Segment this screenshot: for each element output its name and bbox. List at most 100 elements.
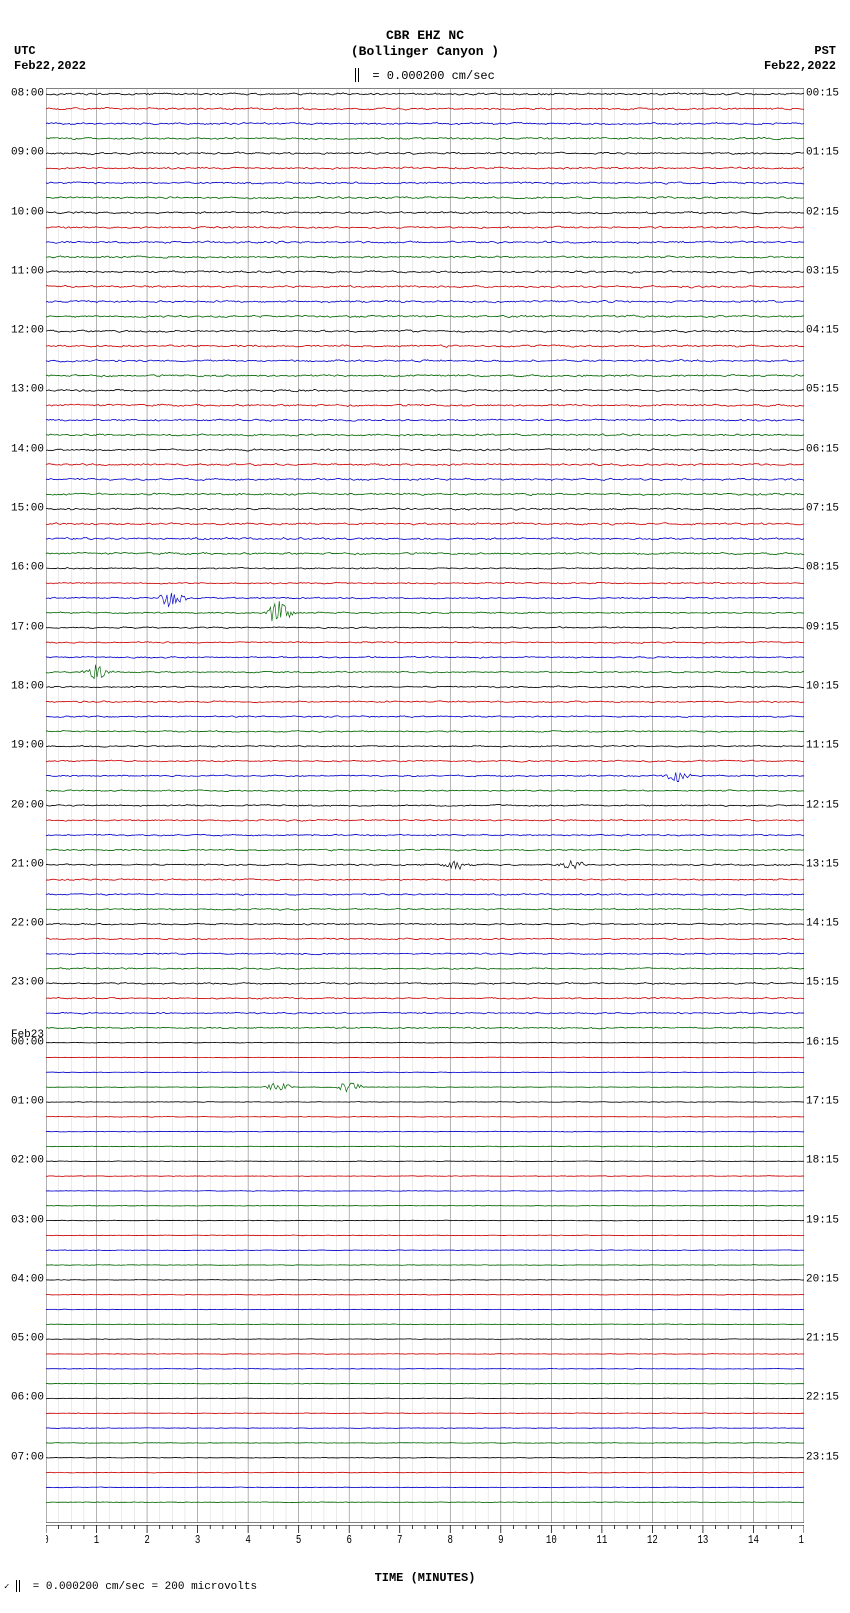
trace-line — [46, 1472, 804, 1473]
trace-line — [46, 1354, 804, 1355]
trace-line — [46, 1324, 804, 1325]
trace-line — [46, 1102, 804, 1103]
utc-label: 20:00 — [0, 800, 44, 811]
pst-label: 18:15 — [806, 1156, 850, 1167]
pst-label: 04:15 — [806, 326, 850, 337]
utc-label: 23:00 — [0, 978, 44, 989]
tl-zone: UTC — [14, 44, 86, 59]
utc-label: 07:00 — [0, 1452, 44, 1463]
utc-label: 09:00 — [0, 148, 44, 159]
utc-label: 14:00 — [0, 444, 44, 455]
utc-label: 18:00 — [0, 681, 44, 692]
svg-text:5: 5 — [296, 1534, 301, 1545]
pst-label: 02:15 — [806, 207, 850, 218]
station-code: CBR EHZ NC — [0, 28, 850, 44]
tr-zone: PST — [764, 44, 836, 59]
helicorder-svg — [46, 88, 804, 1523]
trace-line — [46, 1250, 804, 1251]
scale-text: = 0.000200 cm/sec — [372, 69, 494, 83]
svg-text:6: 6 — [346, 1534, 351, 1545]
utc-label: 08:00 — [0, 88, 44, 99]
utc-label: 03:00 — [0, 1215, 44, 1226]
utc-label: 19:00 — [0, 741, 44, 752]
utc-label: 15:00 — [0, 504, 44, 515]
pst-label: 20:15 — [806, 1274, 850, 1285]
utc-label: 16:00 — [0, 563, 44, 574]
trace-line — [46, 1428, 804, 1429]
svg-text:0: 0 — [46, 1534, 49, 1545]
seismogram-page: CBR EHZ NC (Bollinger Canyon ) = 0.00020… — [0, 0, 850, 1613]
pst-label: 17:15 — [806, 1096, 850, 1107]
x-axis-ticks: 0123456789101112131415 — [46, 1525, 804, 1545]
header: CBR EHZ NC (Bollinger Canyon ) = 0.00020… — [0, 0, 850, 84]
trace-line — [46, 1309, 804, 1310]
svg-text:14: 14 — [748, 1534, 759, 1545]
trace-line — [46, 1413, 804, 1414]
pst-label: 11:15 — [806, 741, 850, 752]
pst-label: 01:15 — [806, 148, 850, 159]
pst-label: 21:15 — [806, 1334, 850, 1345]
utc-label: 13:00 — [0, 385, 44, 396]
trace-line — [46, 1502, 804, 1503]
utc-label: 11:00 — [0, 266, 44, 277]
svg-text:11: 11 — [596, 1534, 607, 1545]
corner-top-right: PST Feb22,2022 — [764, 44, 836, 74]
footer-scale: ✓ = 0.000200 cm/sec = 200 microvolts — [4, 1577, 257, 1593]
pst-label: 22:15 — [806, 1393, 850, 1404]
footer-scale-bar-icon — [16, 1580, 20, 1592]
utc-label: 10:00 — [0, 207, 44, 218]
pst-label: 00:15 — [806, 88, 850, 99]
pst-label: 07:15 — [806, 504, 850, 515]
utc-label: 21:00 — [0, 859, 44, 870]
trace-line — [46, 1294, 804, 1295]
trace-line — [46, 1265, 804, 1266]
trace-line — [46, 1146, 804, 1147]
trace-line — [46, 1057, 804, 1058]
trace-line — [46, 1205, 804, 1206]
tl-date: Feb22,2022 — [14, 59, 86, 74]
pst-label: 23:15 — [806, 1452, 850, 1463]
svg-text:2: 2 — [144, 1534, 149, 1545]
pst-label: 05:15 — [806, 385, 850, 396]
trace-line — [46, 1368, 804, 1369]
trace-line — [46, 1279, 804, 1280]
corner-top-left: UTC Feb22,2022 — [14, 44, 86, 74]
plot-area — [46, 88, 804, 1523]
pst-label: 08:15 — [806, 563, 850, 574]
svg-text:3: 3 — [195, 1534, 200, 1545]
pst-label: 03:15 — [806, 266, 850, 277]
utc-time-labels: 08:00 09:00 10:00 11:00 12:00 13:00 14:00 15:00… — [0, 88, 46, 1523]
trace-line — [46, 1072, 804, 1073]
svg-text:13: 13 — [697, 1534, 708, 1545]
utc-label: 12:00 — [0, 326, 44, 337]
pst-label: 13:15 — [806, 859, 850, 870]
utc-label: 05:00 — [0, 1334, 44, 1345]
svg-text:9: 9 — [498, 1534, 503, 1545]
pst-label: 06:15 — [806, 444, 850, 455]
tr-date: Feb22,2022 — [764, 59, 836, 74]
pst-time-labels: 00:15 01:15 02:15 03:15 04:15 05:15 06:15 07:15… — [804, 88, 850, 1523]
pst-label: 09:15 — [806, 622, 850, 633]
scale-bar-icon — [355, 68, 359, 82]
svg-text:8: 8 — [448, 1534, 453, 1545]
pst-label: 19:15 — [806, 1215, 850, 1226]
scale-note: = 0.000200 cm/sec — [0, 65, 850, 84]
x-axis: 0123456789101112131415 TIME (MINUTES) — [46, 1525, 804, 1561]
utc-label: 22:00 — [0, 919, 44, 930]
utc-label: 04:00 — [0, 1274, 44, 1285]
svg-text:4: 4 — [245, 1534, 250, 1545]
svg-text:10: 10 — [546, 1534, 557, 1545]
footer-text: = 0.000200 cm/sec = 200 microvolts — [33, 1581, 257, 1593]
trace-line — [46, 1235, 804, 1236]
station-location: (Bollinger Canyon ) — [0, 44, 850, 60]
utc-label: 06:00 — [0, 1393, 44, 1404]
svg-text:7: 7 — [397, 1534, 402, 1545]
utc-label: 02:00 — [0, 1156, 44, 1167]
utc-label: 01:00 — [0, 1096, 44, 1107]
utc-label: 17:00 — [0, 622, 44, 633]
svg-text:12: 12 — [647, 1534, 658, 1545]
date-marker: Feb23 — [0, 1029, 44, 1040]
pst-label: 16:15 — [806, 1037, 850, 1048]
pst-label: 12:15 — [806, 800, 850, 811]
svg-text:15: 15 — [799, 1534, 804, 1545]
